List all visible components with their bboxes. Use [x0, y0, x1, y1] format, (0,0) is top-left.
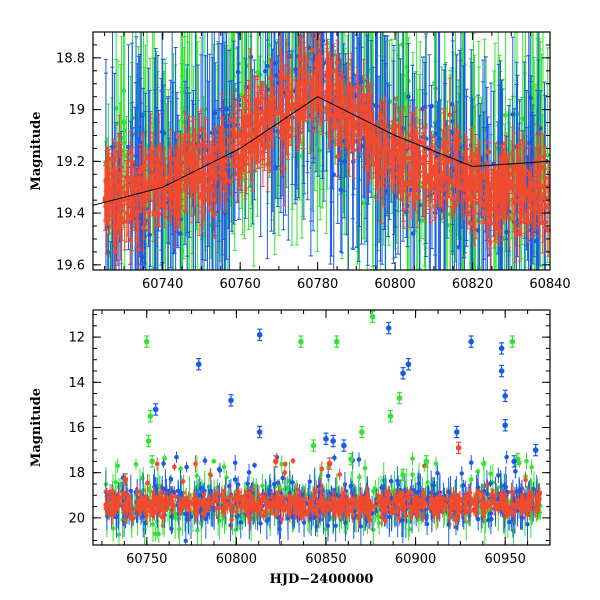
data-point-green [503, 112, 508, 118]
data-point-red [440, 195, 446, 201]
data-point-red [326, 61, 331, 67]
data-point-blue [341, 138, 347, 144]
data-point-blue [410, 231, 416, 236]
data-point-red [130, 159, 135, 165]
data-point-blue [320, 38, 326, 44]
data-point-red [437, 157, 443, 162]
data-point-red [422, 125, 428, 131]
data-point-green [341, 25, 346, 30]
data-point-blue [527, 95, 533, 100]
data-point-blue [223, 123, 229, 129]
data-point-blue [475, 227, 481, 233]
data-point-red [110, 180, 116, 185]
data-point-blue [420, 106, 425, 112]
data-point-green [122, 140, 127, 146]
data-point-blue [263, 68, 268, 74]
data-point-red [196, 195, 202, 200]
data-point-green [545, 152, 550, 158]
data-point-red [281, 166, 287, 171]
data-point-red [447, 112, 452, 118]
data-point-red [486, 149, 491, 155]
data-point-green [433, 86, 438, 91]
data-point-red [170, 172, 175, 178]
data-point-red [117, 133, 122, 139]
data-point-blue [126, 144, 131, 150]
data-point-blue [265, 63, 270, 69]
data-point-blue [140, 254, 145, 260]
data-point-blue [108, 277, 113, 282]
data-point-green [256, 20, 261, 25]
chart-panel-top: 60740 60760 60780 60800 60820 6084018.81919.2… [29, 9, 571, 292]
data-point-green [121, 120, 127, 126]
data-point-blue [248, 54, 254, 60]
data-point-blue [504, 229, 509, 235]
data-point-blue [406, 94, 411, 99]
data-point-green [121, 135, 126, 141]
data-point-red [473, 200, 479, 206]
data-point-red [128, 237, 134, 243]
data-point-blue [331, 9, 336, 14]
data-point-blue [534, 238, 539, 244]
data-point-green [419, 218, 425, 224]
plot-area [93, 9, 550, 282]
data-point-blue [498, 246, 504, 251]
data-point-red [242, 94, 248, 100]
data-point-blue [400, 126, 406, 132]
data-point-green [400, 42, 405, 47]
data-point-blue [360, 136, 366, 141]
data-point-green [113, 106, 119, 111]
data-point-red [230, 127, 236, 132]
data-point-blue [437, 136, 442, 142]
